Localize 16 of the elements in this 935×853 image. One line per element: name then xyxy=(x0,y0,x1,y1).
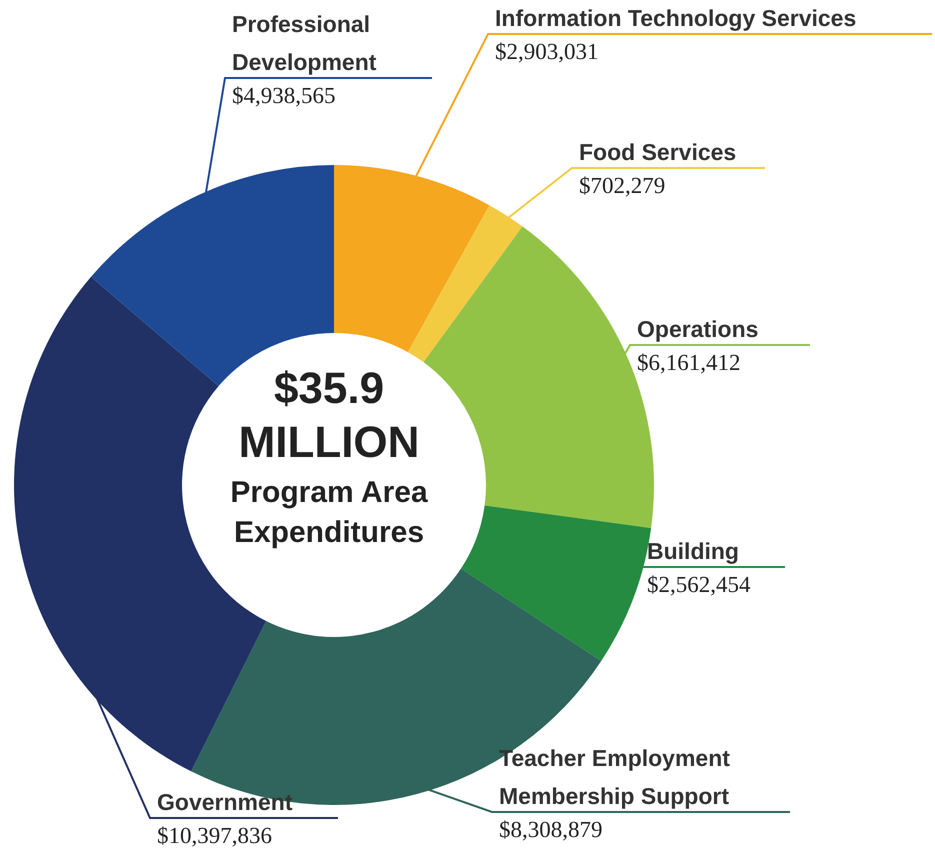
slice-label: Teacher Employment Membership Support xyxy=(499,745,730,809)
text: Program Area Expenditures xyxy=(230,476,428,549)
data-label: $4,938,565 xyxy=(232,83,336,108)
slice-label: Information Technology Services xyxy=(495,5,856,31)
slice-label: Professional Development xyxy=(232,11,377,75)
slice-label: Operations xyxy=(637,316,758,342)
data-label: $2,903,031 xyxy=(495,39,598,64)
data-label: $702,279 xyxy=(579,173,666,198)
data-label: $2,562,454 xyxy=(647,572,751,597)
data-label: $8,308,879 xyxy=(499,817,602,842)
text: $35.9 MILLION xyxy=(238,364,420,467)
data-label: $6,161,412 xyxy=(637,350,740,375)
data-label: $10,397,836 xyxy=(157,823,272,848)
slice-label: Government xyxy=(157,789,293,815)
slice-label: Food Services xyxy=(579,139,736,165)
slice-label: Building xyxy=(647,538,739,564)
